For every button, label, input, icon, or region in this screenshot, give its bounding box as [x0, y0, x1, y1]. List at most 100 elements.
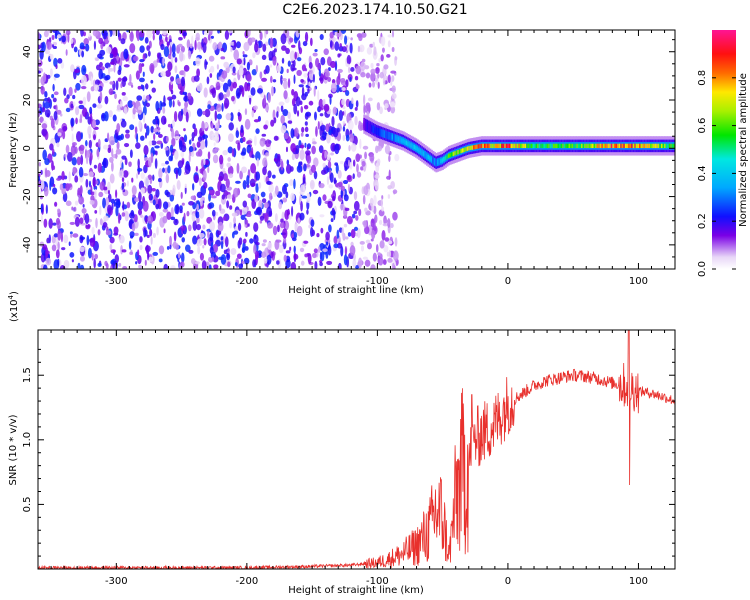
heatmap-cell — [221, 102, 224, 112]
heatmap-cell — [181, 202, 185, 206]
heatmap-cell — [39, 116, 44, 124]
heatmap-cell — [158, 245, 165, 255]
heatmap-cell — [202, 110, 206, 116]
heatmap-ridge-cell — [386, 133, 390, 138]
heatmap-cell — [301, 195, 308, 199]
heatmap-ridge-cell — [621, 143, 624, 149]
heatmap-cell — [83, 38, 89, 46]
heatmap-cell — [280, 160, 284, 171]
heatmap-ridge-cell — [609, 143, 612, 149]
heatmap-cell — [129, 251, 134, 256]
heatmap-cell — [320, 227, 324, 234]
heatmap-cell — [362, 145, 369, 150]
heatmap-cell — [63, 259, 70, 269]
heatmap-cell — [337, 53, 341, 58]
heatmap-cell — [311, 229, 316, 237]
heatmap-cell — [108, 88, 114, 96]
heatmap-cell — [295, 30, 300, 38]
heatmap-cell — [179, 209, 183, 214]
heatmap-cell — [117, 30, 120, 38]
heatmap-cell — [107, 181, 111, 193]
heatmap-cell — [253, 234, 259, 245]
heatmap-ridge-cell — [562, 143, 565, 149]
heatmap-ridge-cell — [549, 143, 552, 149]
heatmap-cell — [272, 79, 277, 83]
heatmap-cell — [306, 146, 309, 151]
heatmap-cell — [38, 175, 41, 182]
heatmap-cell — [367, 242, 372, 250]
heatmap-cell — [94, 253, 99, 260]
heatmap-ridge-cell — [505, 143, 509, 149]
heatmap-ridge-cell — [601, 143, 604, 149]
heatmap-cell — [53, 110, 58, 121]
heatmap-cell — [379, 240, 385, 249]
heatmap-ridge-cell — [452, 151, 455, 157]
heatmap-cell — [77, 187, 81, 196]
heatmap-cell — [192, 235, 198, 245]
heatmap-ridge-cell — [593, 143, 596, 149]
heatmap-cell — [349, 161, 353, 170]
heatmap-cell — [112, 114, 117, 122]
heatmap-cell — [170, 89, 174, 95]
heatmap-cell — [149, 228, 153, 237]
heatmap-cell — [140, 214, 143, 218]
heatmap-ridge-cell — [444, 155, 447, 161]
heatmap-cell — [52, 41, 58, 46]
heatmap-cell — [44, 109, 51, 118]
heatmap-cell — [110, 198, 116, 204]
heatmap-ridge-cell — [363, 121, 366, 127]
heatmap-ridge-cell — [369, 125, 372, 130]
heatmap-cell — [319, 214, 325, 218]
heatmap-cell — [187, 49, 192, 60]
heatmap-ridge-cell — [635, 143, 639, 149]
heatmap-cell — [250, 163, 257, 174]
heatmap-cell — [96, 103, 103, 109]
heatmap-cell — [92, 30, 99, 37]
heatmap-cell — [207, 151, 211, 160]
heatmap-cell — [93, 258, 96, 269]
heatmap-cell — [310, 219, 315, 228]
heatmap-cell — [319, 73, 324, 84]
heatmap-ridge-cell — [388, 133, 391, 139]
heatmap-cell — [226, 200, 230, 209]
heatmap-cell — [145, 83, 149, 90]
heatmap-cell — [231, 95, 235, 102]
heatmap-cell — [240, 124, 244, 134]
heatmap-cell — [355, 153, 361, 163]
heatmap-cell — [158, 211, 164, 217]
heatmap-cell — [199, 197, 203, 207]
heatmap-cell — [233, 187, 239, 198]
heatmap-cell — [109, 156, 114, 163]
heatmap-cell — [317, 246, 321, 254]
heatmap-cell — [251, 154, 255, 159]
heatmap-cell — [203, 238, 207, 246]
heatmap-cell — [78, 104, 85, 110]
heatmap-ridge-cell — [606, 143, 609, 149]
heatmap-cell — [261, 133, 267, 137]
heatmap-cell — [118, 170, 124, 179]
heatmap-cell — [131, 177, 134, 183]
heatmap-cell — [193, 75, 200, 82]
colorbar-tick-label: 0.8 — [697, 70, 708, 86]
heatmap-cell — [224, 30, 230, 40]
heatmap-cell — [121, 212, 126, 217]
heatmap-cell — [227, 146, 233, 154]
heatmap-cell — [95, 79, 100, 86]
heatmap-cell — [308, 62, 313, 69]
spectrogram-x-axis: -300 -200 -100 0 100 — [50, 30, 666, 287]
heatmap-cell — [144, 245, 151, 253]
heatmap-cell — [136, 133, 139, 144]
heatmap-cell — [69, 221, 76, 226]
heatmap-cell — [208, 193, 212, 202]
heatmap-ridge-cell — [538, 143, 541, 149]
heatmap-cell — [364, 226, 370, 235]
heatmap-cell — [46, 237, 50, 244]
heatmap-ridge-cell — [466, 146, 469, 151]
heatmap-cell — [57, 34, 62, 39]
heatmap-cell — [236, 253, 242, 259]
heatmap-cell — [41, 41, 46, 53]
heatmap-cell — [97, 162, 103, 174]
heatmap-cell — [196, 68, 200, 77]
heatmap-cell — [142, 71, 145, 77]
